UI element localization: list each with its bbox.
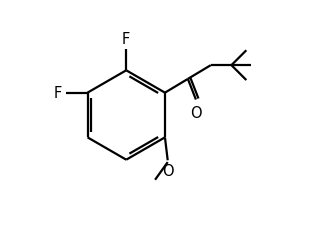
Text: F: F bbox=[53, 86, 62, 101]
Text: O: O bbox=[191, 106, 202, 121]
Text: F: F bbox=[122, 32, 130, 47]
Text: O: O bbox=[162, 163, 174, 178]
